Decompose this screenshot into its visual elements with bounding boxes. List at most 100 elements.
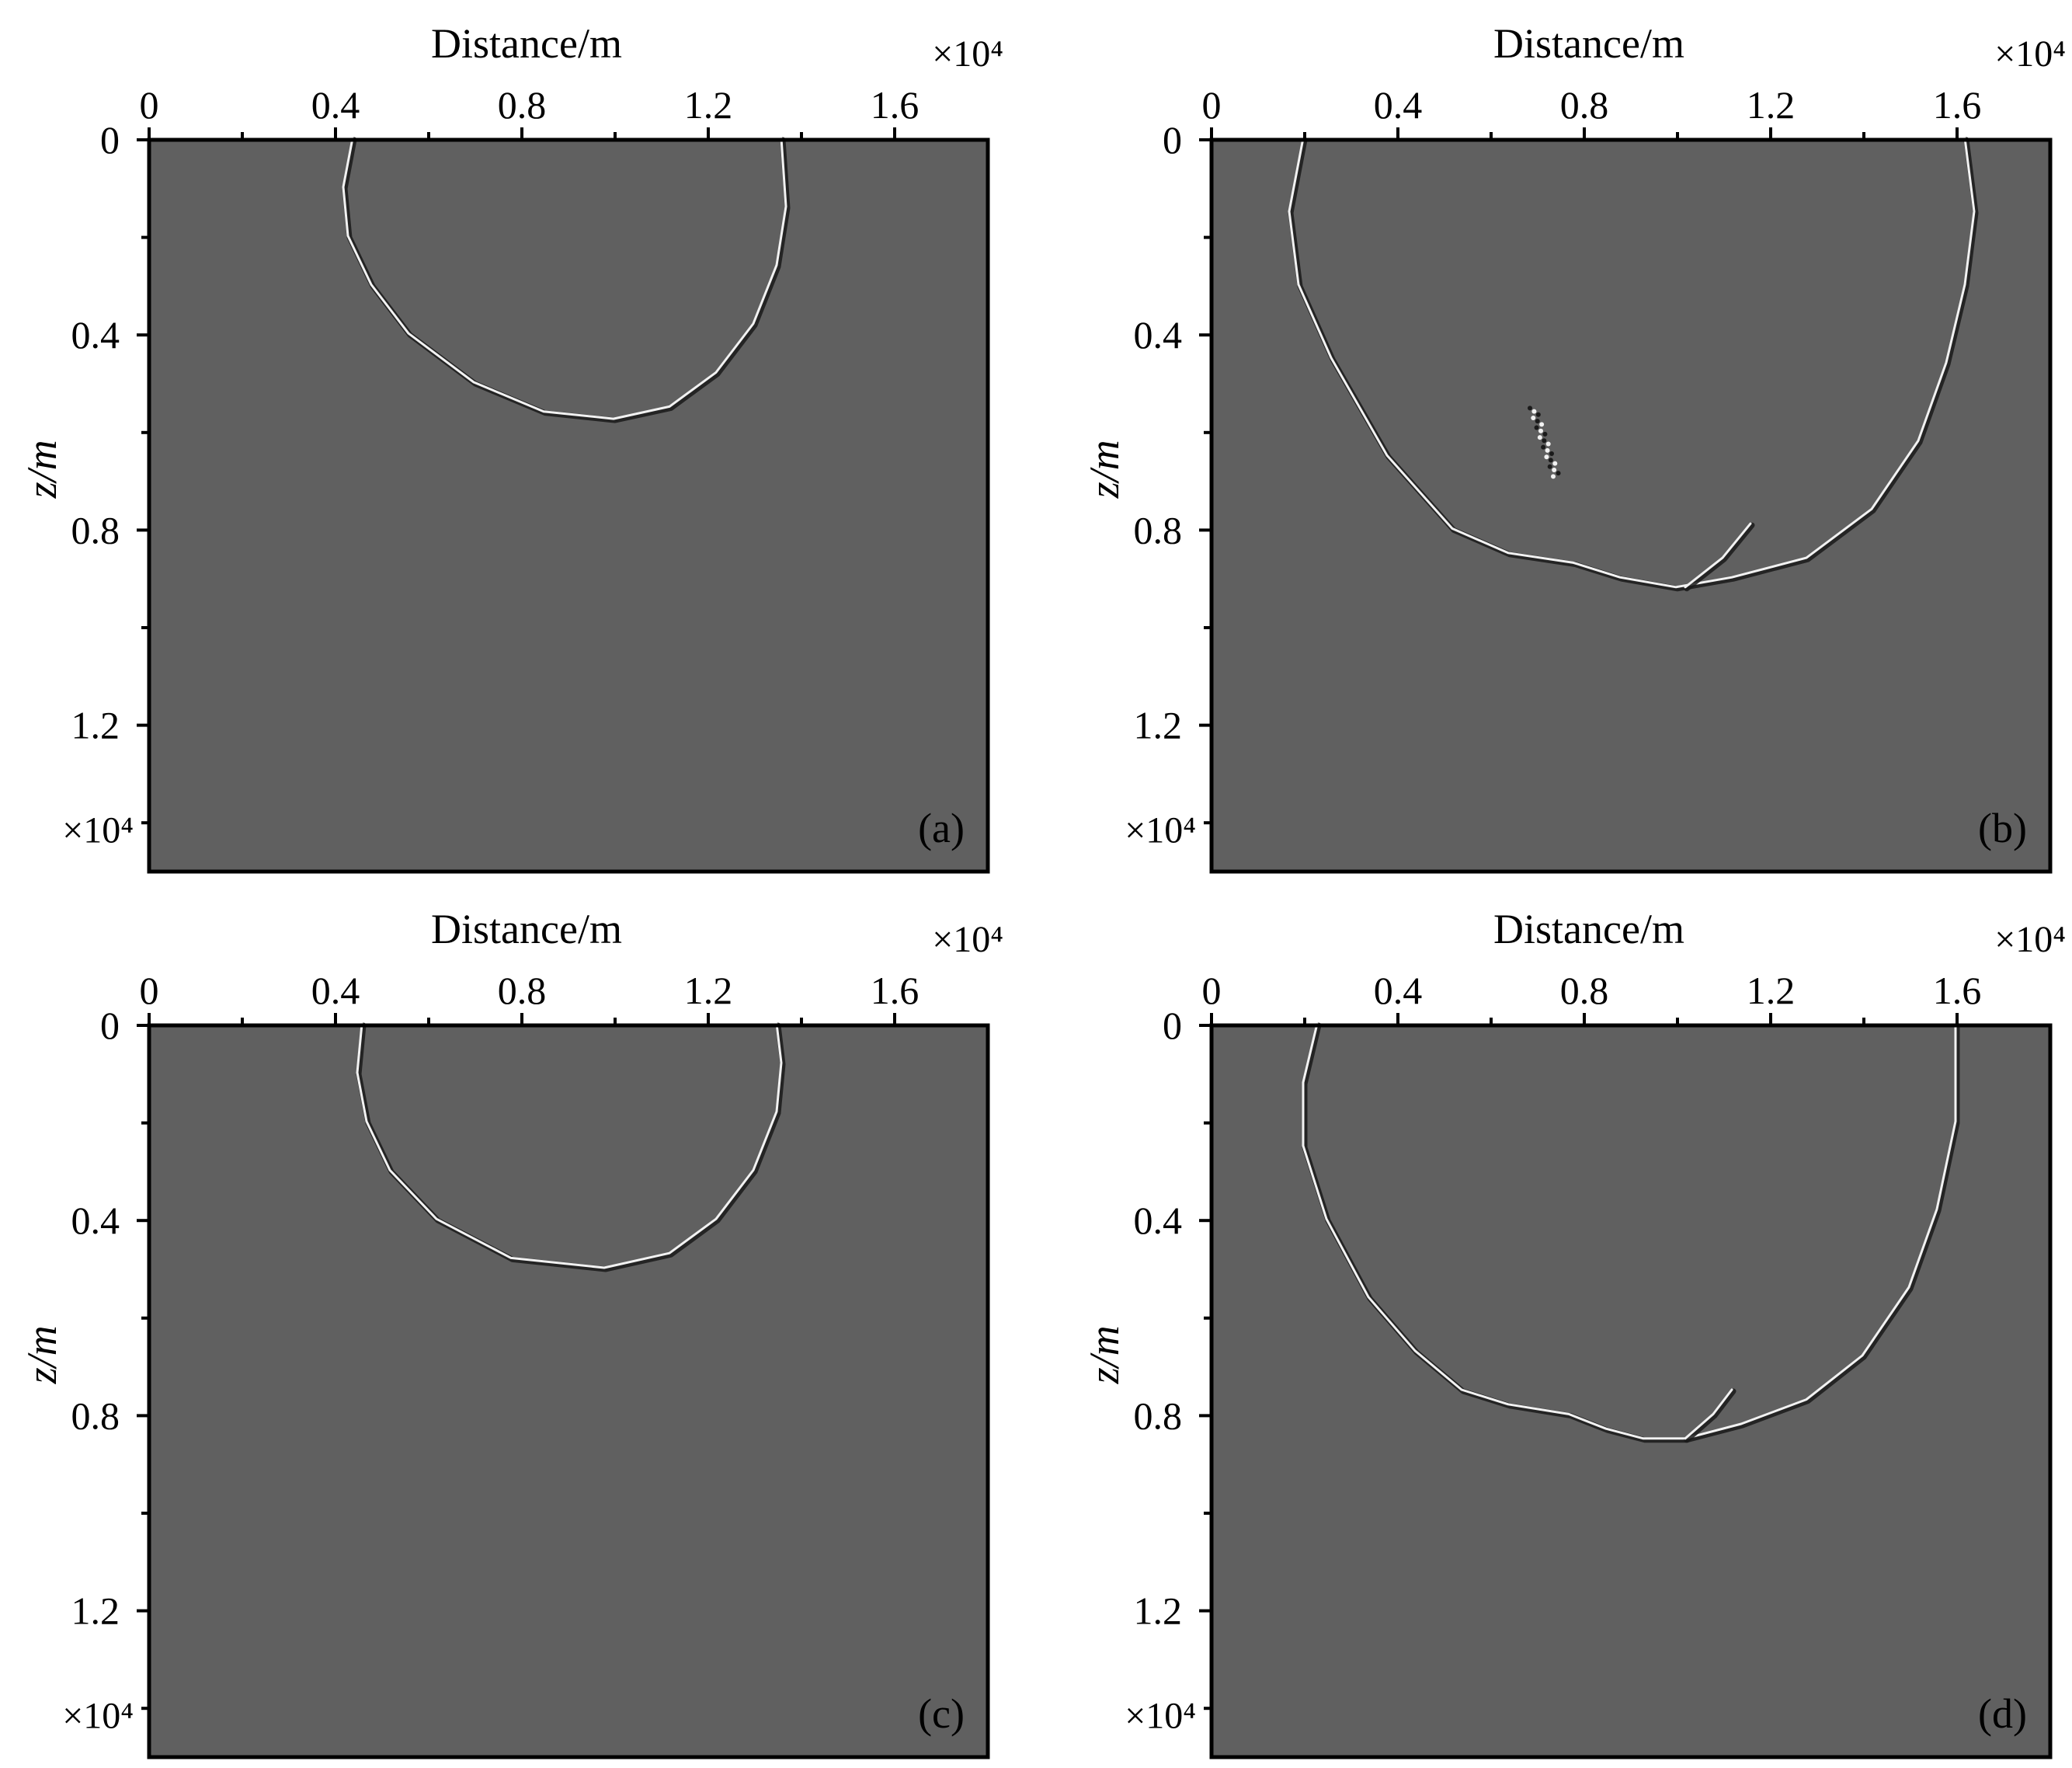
noise-speckle xyxy=(1556,471,1561,476)
diffraction-branch-dark xyxy=(1684,1388,1737,1443)
panels-group: 0 0.4 0.8 1.2 1.6 0 0.4 0.8 1.2 Distance/m z/m ×10⁴… xyxy=(19,20,2066,1759)
x-tick-label: 0.4 xyxy=(311,969,360,1012)
panel-b: 0 0.4 0.8 1.2 1.6 0 0.4 0.8 1.2 Distance/m z/m ×10⁴… xyxy=(1081,20,2066,874)
x-axis-label: Distance/m xyxy=(1493,906,1684,952)
noise-speckle xyxy=(1528,405,1532,411)
panel-label: (c) xyxy=(918,1690,965,1737)
x-axis-label: Distance/m xyxy=(431,906,622,952)
y-tick-label: 0.4 xyxy=(1134,1199,1183,1242)
panel-label: (b) xyxy=(1978,805,2027,851)
y-multiplier: ×10⁴ xyxy=(62,1695,134,1736)
wavefront-event-light xyxy=(1302,1022,1957,1440)
x-tick-label: 0 xyxy=(140,969,159,1012)
panel-label: (d) xyxy=(1978,1690,2027,1737)
panel-frame xyxy=(147,137,990,874)
panel-background xyxy=(1212,140,2050,872)
panel-frame xyxy=(147,1023,990,1759)
x-tick-label: 0.8 xyxy=(498,83,547,127)
noise-speckle xyxy=(1551,474,1556,479)
noise-speckle xyxy=(1531,415,1536,420)
noise-speckle xyxy=(1552,467,1557,472)
x-tick-label: 0 xyxy=(1202,83,1222,127)
y-tick-label: 0.4 xyxy=(71,1199,120,1242)
x-tick-label: 0 xyxy=(1202,969,1222,1012)
noise-speckle xyxy=(1534,425,1539,430)
noise-speckle xyxy=(1545,441,1551,447)
x-axis-label: Distance/m xyxy=(1493,20,1684,67)
noise-speckle xyxy=(1545,447,1550,453)
noise-speckle xyxy=(1539,422,1545,427)
wavefront-event-light xyxy=(356,1022,783,1269)
panel-d: 0 0.4 0.8 1.2 1.6 0 0.4 0.8 1.2 Distance/m z/m ×10⁴… xyxy=(1081,906,2066,1759)
x-tick-label: 1.2 xyxy=(1747,969,1796,1012)
noise-speckle xyxy=(1535,412,1541,417)
diffraction-branch-light xyxy=(1684,1388,1733,1440)
x-tick-label: 0.8 xyxy=(1560,969,1609,1012)
x-tick-label: 0.4 xyxy=(311,83,360,127)
y-multiplier: ×10⁴ xyxy=(62,809,134,851)
x-multiplier: ×10⁴ xyxy=(1994,33,2066,75)
y-tick-label: 0.4 xyxy=(71,313,120,357)
y-multiplier: ×10⁴ xyxy=(1125,809,1196,851)
noise-speckle xyxy=(1538,428,1543,433)
y-tick-label: 0.8 xyxy=(1134,1394,1183,1437)
noise-speckle xyxy=(1542,438,1547,444)
panel-frame xyxy=(1209,137,2053,874)
y-tick-label: 0 xyxy=(100,118,120,162)
y-tick-label: 0.8 xyxy=(71,508,120,552)
wavefront-event-light xyxy=(1288,137,1976,589)
y-tick-label: 0.8 xyxy=(71,1394,120,1437)
x-tick-label: 1.2 xyxy=(1747,83,1796,127)
y-tick-label: 1.2 xyxy=(71,1589,120,1633)
noise-speckle xyxy=(1537,435,1542,440)
y-axis-label: z/m xyxy=(1081,1325,1128,1384)
noise-speckle xyxy=(1542,431,1548,437)
noise-speckle xyxy=(1548,458,1553,463)
panel-frame xyxy=(1209,1023,2053,1759)
x-tick-label: 1.2 xyxy=(684,969,733,1012)
y-tick-label: 1.2 xyxy=(1134,1589,1183,1633)
x-axis-label: Distance/m xyxy=(431,20,622,67)
noise-speckle xyxy=(1544,454,1549,460)
noise-speckle xyxy=(1552,461,1558,466)
x-tick-label: 0.8 xyxy=(1560,83,1609,127)
panel-background xyxy=(149,140,988,872)
y-tick-label: 0.4 xyxy=(1134,313,1183,357)
noise-speckle xyxy=(1535,419,1540,424)
x-tick-label: 0.4 xyxy=(1374,969,1423,1012)
x-tick-label: 1.6 xyxy=(1933,83,1982,127)
y-multiplier: ×10⁴ xyxy=(1125,1695,1196,1736)
y-tick-label: 1.2 xyxy=(1134,704,1183,747)
x-tick-label: 1.6 xyxy=(871,83,920,127)
y-axis-label: z/m xyxy=(19,440,65,499)
x-tick-label: 0.4 xyxy=(1374,83,1423,127)
panel-c: 0 0.4 0.8 1.2 1.6 0 0.4 0.8 1.2 Distance/m z/m ×10⁴… xyxy=(19,906,1003,1759)
x-tick-label: 1.6 xyxy=(871,969,920,1012)
noise-speckle xyxy=(1547,464,1552,469)
x-multiplier: ×10⁴ xyxy=(932,919,1003,960)
panel-background xyxy=(1212,1025,2050,1757)
noise-speckle xyxy=(1531,409,1537,414)
y-tick-label: 1.2 xyxy=(71,704,120,747)
noise-speckle xyxy=(1541,444,1546,450)
noise-speckle xyxy=(1549,451,1554,457)
x-multiplier: ×10⁴ xyxy=(1994,919,2066,960)
y-tick-label: 0.8 xyxy=(1134,508,1183,552)
x-tick-label: 1.2 xyxy=(684,83,733,127)
y-tick-label: 0 xyxy=(1163,118,1182,162)
y-axis-label: z/m xyxy=(19,1325,65,1384)
x-tick-label: 0 xyxy=(140,83,159,127)
panel-background xyxy=(149,1025,988,1757)
panel-label: (a) xyxy=(918,805,965,851)
y-tick-label: 0 xyxy=(100,1004,120,1047)
x-multiplier: ×10⁴ xyxy=(932,33,1003,75)
wavefront-event-light xyxy=(342,137,787,420)
panel-a: 0 0.4 0.8 1.2 1.6 0 0.4 0.8 1.2 Distance/m z/m ×10⁴… xyxy=(19,20,1003,874)
y-tick-label: 0 xyxy=(1163,1004,1182,1047)
y-axis-label: z/m xyxy=(1081,440,1128,499)
diffraction-branch-dark xyxy=(1684,522,1755,592)
x-tick-label: 0.8 xyxy=(498,969,547,1012)
diffraction-branch-light xyxy=(1684,522,1752,589)
x-tick-label: 1.6 xyxy=(1933,969,1982,1012)
